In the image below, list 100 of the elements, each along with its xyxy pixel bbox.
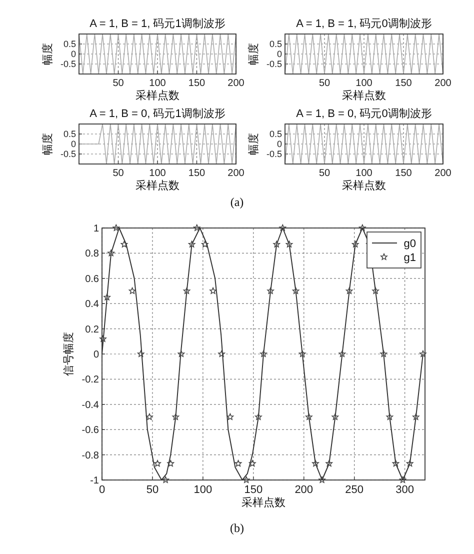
point	[154, 460, 161, 467]
x-tick-label: 100	[356, 78, 373, 89]
point	[234, 460, 242, 467]
legend-label: g1	[404, 252, 416, 264]
point	[183, 287, 190, 294]
point	[112, 224, 120, 231]
x-axis-title: 采样点数	[242, 496, 286, 509]
x-tick-label: 50	[318, 78, 330, 89]
point	[146, 413, 153, 420]
y-tick-label: 0.5	[269, 129, 282, 140]
y-tick-label: 0.8	[85, 248, 100, 260]
x-axis-title: 采样点数	[342, 179, 386, 192]
point	[406, 460, 414, 467]
x-axis-title: 采样点数	[342, 89, 386, 102]
y-tick-label: 0.6	[85, 274, 100, 285]
y-tick-label: 0.2	[85, 324, 100, 336]
x-axis-title: 采样点数	[136, 179, 180, 192]
x-tick-label: 150	[188, 168, 206, 179]
y-tick-label: -0.2	[82, 374, 100, 386]
point	[380, 350, 388, 357]
point	[210, 287, 216, 294]
y-tick-label: -0.5	[60, 149, 76, 160]
x-tick-label: 150	[395, 78, 412, 89]
x-tick-label: 50	[318, 168, 330, 179]
point	[104, 294, 110, 300]
point	[188, 240, 196, 248]
chart-title: A = 1, B = 1, 码元0调制波形	[296, 17, 432, 30]
point	[218, 350, 226, 357]
x-tick-label: 300	[396, 484, 414, 496]
y-tick-label: -0.8	[82, 450, 100, 462]
x-tick-label: 200	[228, 168, 245, 179]
y-tick-label: -0.5	[60, 59, 76, 70]
point	[279, 224, 286, 231]
point	[338, 350, 346, 357]
point	[358, 224, 366, 231]
y-tick-label: 0	[93, 350, 100, 360]
point	[372, 287, 379, 294]
point	[120, 240, 128, 248]
point	[193, 224, 200, 231]
x-tick-label: 250	[345, 484, 364, 496]
x-tick-label: 50	[112, 78, 124, 89]
y-tick-label: -0.5	[266, 149, 282, 160]
y-tick-label: 0.5	[269, 39, 282, 50]
x-tick-label: 150	[244, 484, 263, 496]
point	[167, 460, 174, 467]
y-tick-label: 1	[93, 224, 100, 234]
y-tick-label: 0	[276, 139, 282, 150]
point	[286, 240, 293, 248]
y-tick-label: -1	[90, 476, 100, 486]
point	[242, 476, 250, 483]
point	[292, 287, 300, 294]
point	[137, 350, 144, 357]
point	[318, 476, 326, 483]
point	[100, 335, 106, 342]
x-tick-label: 100	[149, 168, 166, 179]
x-tick-label: 200	[294, 484, 314, 496]
point	[273, 240, 280, 248]
y-tick-label: 0.5	[63, 39, 76, 50]
y-tick-label: 0	[70, 139, 76, 150]
point	[267, 287, 274, 294]
point	[412, 413, 420, 420]
point	[332, 413, 339, 420]
y-tick-label: 0	[276, 49, 282, 60]
point	[298, 350, 306, 357]
x-axis-title: 采样点数	[136, 89, 180, 102]
y-tick-label: 0	[70, 49, 76, 60]
y-tick-label: 0.4	[85, 299, 100, 310]
y-tick-label: -0.5	[266, 59, 282, 70]
point	[392, 460, 400, 467]
point	[108, 250, 115, 256]
point	[305, 413, 312, 420]
x-tick-label: 150	[188, 78, 206, 89]
y-axis-title: 幅度	[41, 43, 54, 65]
x-tick-label: 100	[356, 168, 373, 179]
chart-title: A = 1, B = 1, 码元1调制波形	[90, 17, 226, 30]
y-axis-title: 幅度	[247, 133, 260, 155]
point	[346, 287, 353, 294]
x-tick-label: 100	[149, 78, 166, 89]
x-tick-label: 200	[434, 78, 452, 89]
x-tick-label: 200	[228, 78, 245, 89]
text: (b)	[230, 521, 244, 535]
x-tick-label: 100	[194, 484, 212, 496]
chart-title: A = 1, B = 0, 码元0调制波形	[296, 107, 432, 120]
point	[226, 413, 234, 420]
point	[128, 287, 136, 294]
point	[248, 460, 256, 467]
chart-title: A = 1, B = 0, 码元1调制波形	[90, 107, 226, 120]
point	[202, 240, 208, 248]
y-tick-label: 0.5	[63, 129, 76, 140]
point	[399, 476, 406, 483]
y-tick-label: -0.4	[82, 400, 100, 411]
point	[260, 350, 267, 357]
x-tick-label: 50	[146, 484, 159, 496]
y-axis-title: 幅度	[247, 43, 260, 65]
legend-label: g0	[404, 238, 416, 250]
point	[326, 460, 333, 467]
x-tick-label: 50	[112, 168, 124, 179]
point	[352, 240, 359, 248]
point	[420, 350, 426, 357]
text: (a)	[230, 195, 244, 209]
